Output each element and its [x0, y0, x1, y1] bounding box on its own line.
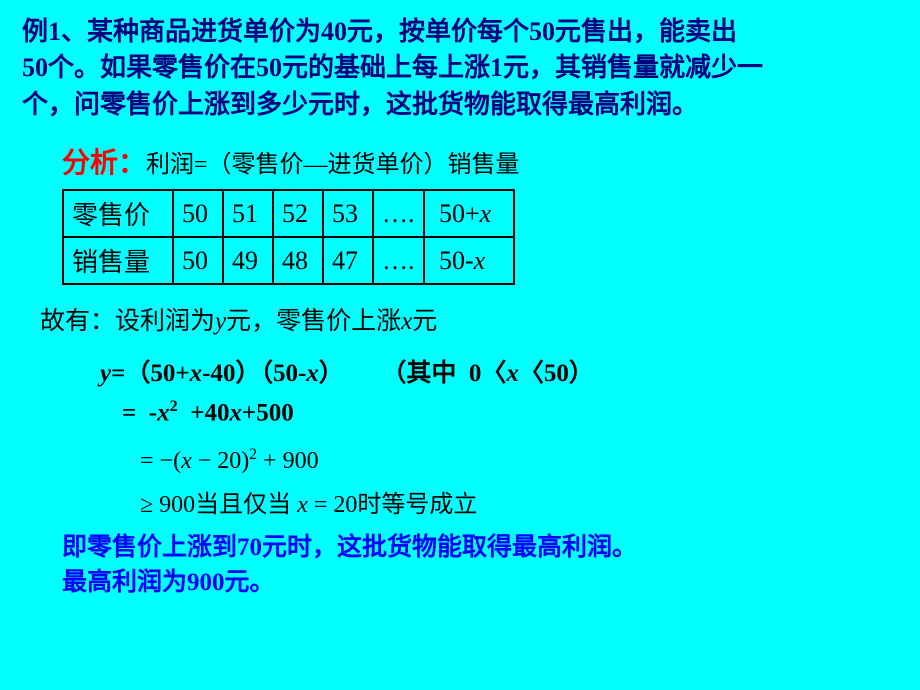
equation-block-2: = −(x − 20)2 + 900 ≥ 900当且仅当 x = 20时等号成立 [0, 433, 920, 528]
problem-line3: 个，问零售价上涨到多少元时，这批货物能取得最高利润。 [22, 90, 698, 119]
table-cell: 53 [323, 190, 373, 237]
table-cell: 51 [223, 190, 273, 237]
equation-line4: ≥ 900当且仅当 x = 20时等号成立 [140, 483, 920, 527]
equation-line2: = -x2 +40x+500 [100, 394, 920, 433]
problem-statement: 例1、某种商品进货单价为40元，按单价每个50元售出，能卖出 50个。如果零售价… [0, 0, 920, 123]
analysis-line: 分析：利润=（零售价—进货单价）销售量 [0, 123, 920, 189]
conclusion: 即零售价上涨到70元时，这批货物能取得最高利润。 最高利润为900元。 [0, 528, 920, 600]
price-sales-table: 零售价 50 51 52 53 …. 50+x 销售量 50 49 48 47 … [62, 189, 515, 285]
conclusion-line2: 最高利润为900元。 [62, 569, 275, 596]
table-cell: …. [373, 190, 424, 237]
equation-block-1: y=（50+x-40）（50-x） （其中 0〈x〈50） = -x2 +40x… [0, 337, 920, 433]
analysis-label: 分析： [62, 148, 146, 179]
conclusion-line1: 即零售价上涨到70元时，这批货物能取得最高利润。 [62, 534, 637, 561]
row1-label: 零售价 [63, 190, 173, 237]
problem-line2: 50个。如果零售价在50元的基础上每上涨1元，其销售量就减少一 [22, 53, 763, 82]
problem-line1: 例1、某种商品进货单价为40元，按单价每个50元售出，能卖出 [22, 17, 737, 46]
table-cell: 50-x [424, 237, 514, 284]
table-row: 零售价 50 51 52 53 …. 50+x [63, 190, 514, 237]
table-cell: 50+x [424, 190, 514, 237]
table-cell: 52 [273, 190, 323, 237]
table-cell: 48 [273, 237, 323, 284]
table-cell: 50 [173, 190, 223, 237]
table-row: 销售量 50 49 48 47 …. 50-x [63, 237, 514, 284]
table-cell: 50 [173, 237, 223, 284]
analysis-formula: 利润=（零售价—进货单价）销售量 [146, 152, 520, 178]
equation-line1: y=（50+x-40）（50-x） （其中 0〈x〈50） [100, 355, 920, 394]
setup-statement: 故有：设利润为y元，零售价上涨x元 [0, 285, 920, 337]
table-cell: …. [373, 237, 424, 284]
table-cell: 49 [223, 237, 273, 284]
table-cell: 47 [323, 237, 373, 284]
equation-line3: = −(x − 20)2 + 900 [140, 439, 920, 483]
row2-label: 销售量 [63, 237, 173, 284]
